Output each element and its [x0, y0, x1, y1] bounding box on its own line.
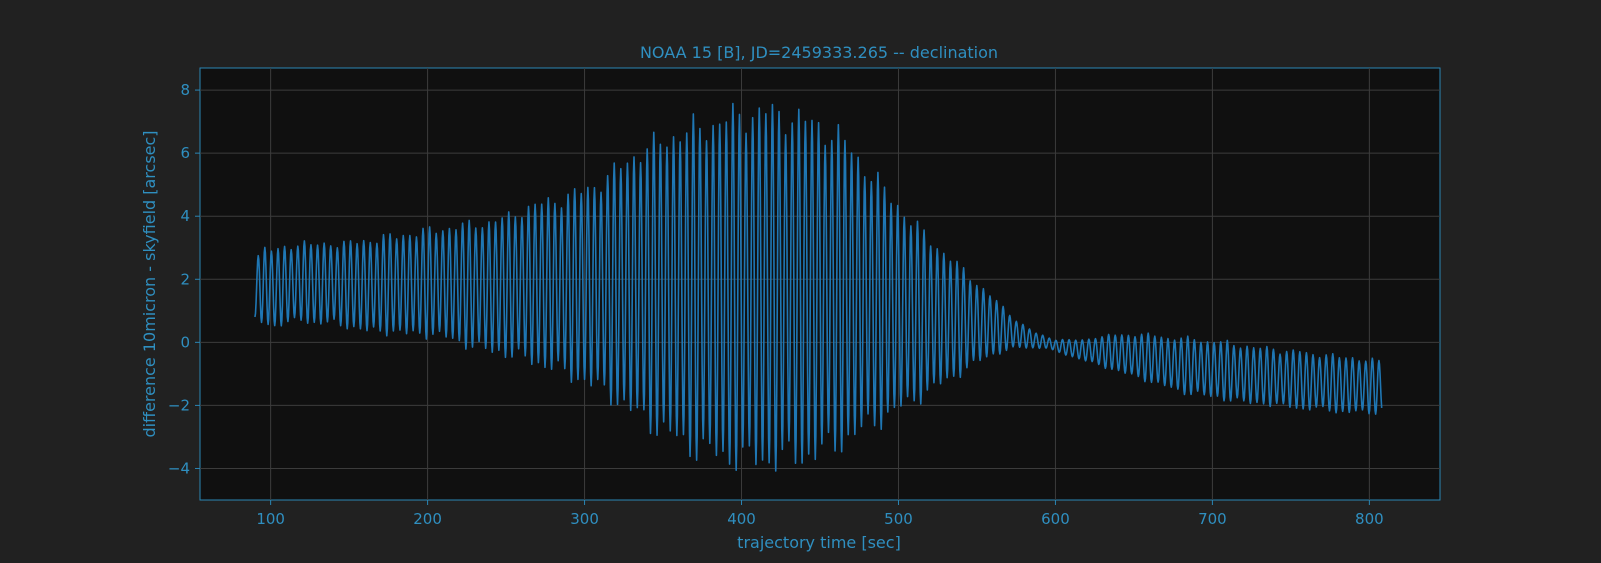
x-axis-ticks: 100 200 300 400 500 600 700 800: [256, 500, 1384, 528]
x-tick-label: 400: [727, 510, 756, 528]
x-tick-label: 200: [413, 510, 442, 528]
y-tick-label: 4: [180, 207, 190, 225]
x-tick-label: 600: [1041, 510, 1070, 528]
series-line: [254, 102, 1383, 472]
x-tick-label: 700: [1198, 510, 1227, 528]
x-tick-label: 100: [256, 510, 285, 528]
chart-title: NOAA 15 [B], JD=2459333.265 -- declinati…: [640, 43, 998, 62]
y-tick-label: 0: [180, 333, 190, 351]
x-tick-label: 500: [884, 510, 913, 528]
x-tick-label: 300: [570, 510, 599, 528]
y-tick-label: −2: [168, 396, 190, 414]
y-tick-label: −4: [168, 459, 190, 477]
series-layer: [254, 102, 1383, 472]
y-tick-label: 6: [180, 144, 190, 162]
y-axis-label: difference 10micron - skyfield [arcsec]: [140, 130, 159, 437]
y-axis-ticks: −4 −2 0 2 4 6 8: [168, 81, 200, 477]
x-axis-label: trajectory time [sec]: [737, 533, 901, 552]
y-tick-label: 2: [180, 270, 190, 288]
x-tick-label: 800: [1355, 510, 1384, 528]
y-tick-label: 8: [180, 81, 190, 99]
